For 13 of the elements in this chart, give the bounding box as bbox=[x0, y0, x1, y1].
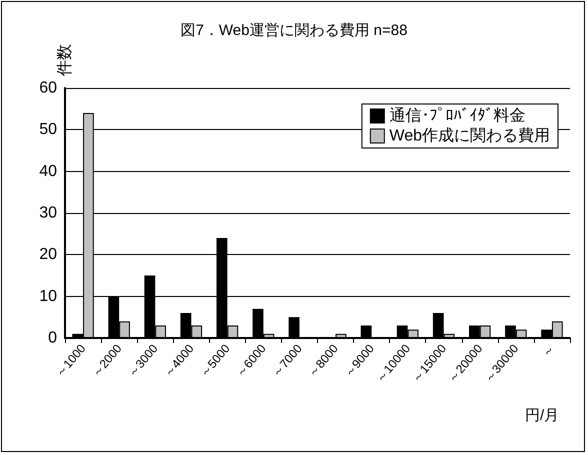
x-tick-label: ～ bbox=[538, 342, 558, 360]
legend-label: 通信･ﾌﾟﾛﾊﾞｲﾀﾞ料金 bbox=[389, 106, 526, 124]
y-tick-label: 40 bbox=[39, 162, 58, 180]
y-tick-label: 50 bbox=[39, 121, 58, 138]
y-tick-label: 60 bbox=[39, 80, 58, 96]
y-tick-label: 30 bbox=[39, 204, 58, 222]
y-tick-label: 0 bbox=[48, 330, 58, 346]
chart-title: 図7．Web運営に関わる費用 n=88 bbox=[180, 22, 408, 39]
legend-label: Web作成に関わる費用 bbox=[389, 126, 550, 144]
y-axis-title: 件数 bbox=[56, 44, 74, 76]
x-axis-title: 円/月 bbox=[525, 407, 560, 424]
y-tick-label: 10 bbox=[39, 288, 58, 305]
y-tick-label: 20 bbox=[39, 246, 58, 264]
